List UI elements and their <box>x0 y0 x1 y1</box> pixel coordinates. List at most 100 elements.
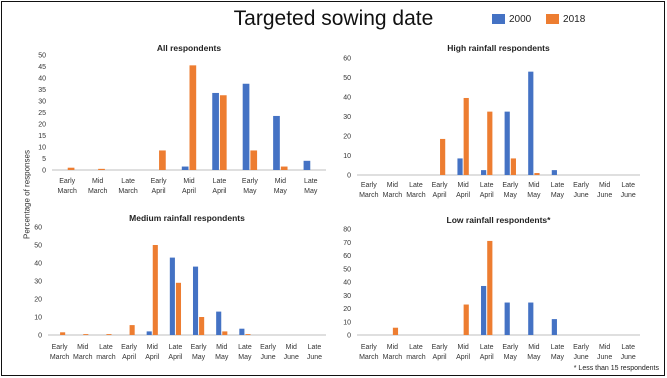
x-tick-label: Late <box>480 344 494 351</box>
x-tick-label: April <box>122 354 136 361</box>
x-tick-label: Early <box>573 344 589 351</box>
bar-2018 <box>152 245 158 335</box>
y-tick-label: 0 <box>347 173 351 180</box>
y-tick-label: 40 <box>343 280 351 287</box>
bar-2018 <box>487 111 493 175</box>
bar-2000 <box>169 257 175 335</box>
x-tick-label: Mid <box>92 178 103 185</box>
y-tick-label: 15 <box>38 133 46 140</box>
bar-2000 <box>146 331 152 335</box>
y-tick-label: 40 <box>34 261 42 268</box>
y-tick-label: 40 <box>38 76 46 83</box>
chart-title: Low rainfall respondents* <box>447 215 552 225</box>
bar-2018 <box>510 158 516 175</box>
y-tick-label: 50 <box>343 75 351 82</box>
y-tick-label: 20 <box>38 122 46 129</box>
x-tick-label: Early <box>361 182 377 189</box>
legend: 2000 2018 <box>492 14 597 25</box>
x-tick-label: April <box>212 188 226 195</box>
x-tick-label: Late <box>551 344 565 351</box>
bar-2018 <box>175 282 182 335</box>
x-tick-label: Late <box>409 344 423 351</box>
x-tick-label: June <box>260 354 275 361</box>
x-tick-label: April <box>168 354 182 361</box>
x-tick-label: Mid <box>275 178 286 185</box>
x-tick-label: June <box>573 354 588 361</box>
bar-2000 <box>303 160 311 170</box>
y-tick-label: 35 <box>38 87 46 94</box>
bar-2000 <box>239 328 245 335</box>
x-tick-label: May <box>215 354 229 361</box>
x-tick-label: Mid <box>457 182 468 189</box>
bar-2018 <box>189 65 197 170</box>
x-tick-label: Mid <box>528 182 539 189</box>
legend-swatch-2018 <box>546 14 560 25</box>
x-tick-label: Mid <box>77 344 88 351</box>
bar-2000 <box>504 302 510 335</box>
x-tick-label: March <box>359 192 379 199</box>
y-tick-label: 10 <box>34 315 42 322</box>
x-tick-label: Mid <box>387 182 398 189</box>
x-tick-label: march <box>96 354 116 361</box>
bar-2000 <box>481 170 487 175</box>
bar-2018 <box>129 325 135 335</box>
x-tick-label: Late <box>99 344 113 351</box>
chart-3: Medium rainfall respondents 0 10 20 30 40 50 60… <box>34 213 326 361</box>
bar-2000 <box>181 166 189 170</box>
x-tick-label: March <box>406 192 426 199</box>
legend-label-2018: 2018 <box>563 14 586 25</box>
x-tick-label: Late <box>621 344 635 351</box>
x-tick-label: March <box>118 188 138 195</box>
x-tick-label: Mid <box>528 344 539 351</box>
y-tick-label: 0 <box>38 333 42 340</box>
bar-2018 <box>487 240 493 335</box>
chart-2: High rainfall respondents 0 10 20 30 40 50 60 Ea… <box>343 43 640 199</box>
legend-item-2000: 2000 <box>492 14 531 25</box>
y-tick-label: 30 <box>343 293 351 300</box>
bar-2018 <box>280 166 288 170</box>
bar-2018 <box>534 173 540 175</box>
x-tick-label: Early <box>502 182 518 189</box>
y-tick-label: 30 <box>38 99 46 106</box>
x-tick-label: June <box>621 354 636 361</box>
x-tick-label: March <box>73 354 93 361</box>
bar-2018 <box>219 95 227 170</box>
x-tick-label: April <box>480 192 494 199</box>
y-tick-label: 50 <box>343 266 351 273</box>
x-tick-label: Mid <box>286 344 297 351</box>
x-tick-label: Late <box>480 182 494 189</box>
bar-2018 <box>67 167 75 170</box>
x-tick-label: Early <box>52 344 68 351</box>
x-tick-label: Late <box>121 178 135 185</box>
x-tick-label: Early <box>121 344 137 351</box>
legend-swatch-2000 <box>492 14 505 25</box>
x-tick-label: Early <box>242 178 258 185</box>
x-tick-label: Mid <box>147 344 158 351</box>
bar-2000 <box>551 170 557 175</box>
x-tick-label: June <box>573 192 588 199</box>
chart-title: Medium rainfall respondents <box>129 213 245 223</box>
x-tick-label: Early <box>573 182 589 189</box>
x-tick-label: April <box>456 192 470 199</box>
x-tick-label: March <box>383 192 403 199</box>
x-tick-label: Mid <box>599 182 610 189</box>
y-tick-label: 20 <box>343 306 351 313</box>
y-tick-label: 40 <box>343 95 351 102</box>
x-tick-label: April <box>182 188 196 195</box>
y-tick-label: 20 <box>34 297 42 304</box>
x-tick-label: June <box>284 354 299 361</box>
bar-2000 <box>481 285 487 335</box>
chart-4: Low rainfall respondents* 0 10 20 30 40 50 60 70… <box>343 215 640 361</box>
x-tick-label: June <box>621 192 636 199</box>
bar-2000 <box>528 302 534 335</box>
x-tick-label: Mid <box>183 178 194 185</box>
bar-2018 <box>106 334 112 335</box>
x-tick-label: Early <box>502 344 518 351</box>
x-tick-label: Mid <box>599 344 610 351</box>
x-tick-label: March <box>88 188 108 195</box>
x-tick-label: Early <box>260 344 276 351</box>
x-tick-label: June <box>307 354 322 361</box>
y-tick-label: 30 <box>343 114 351 121</box>
y-tick-label: 60 <box>343 56 351 63</box>
